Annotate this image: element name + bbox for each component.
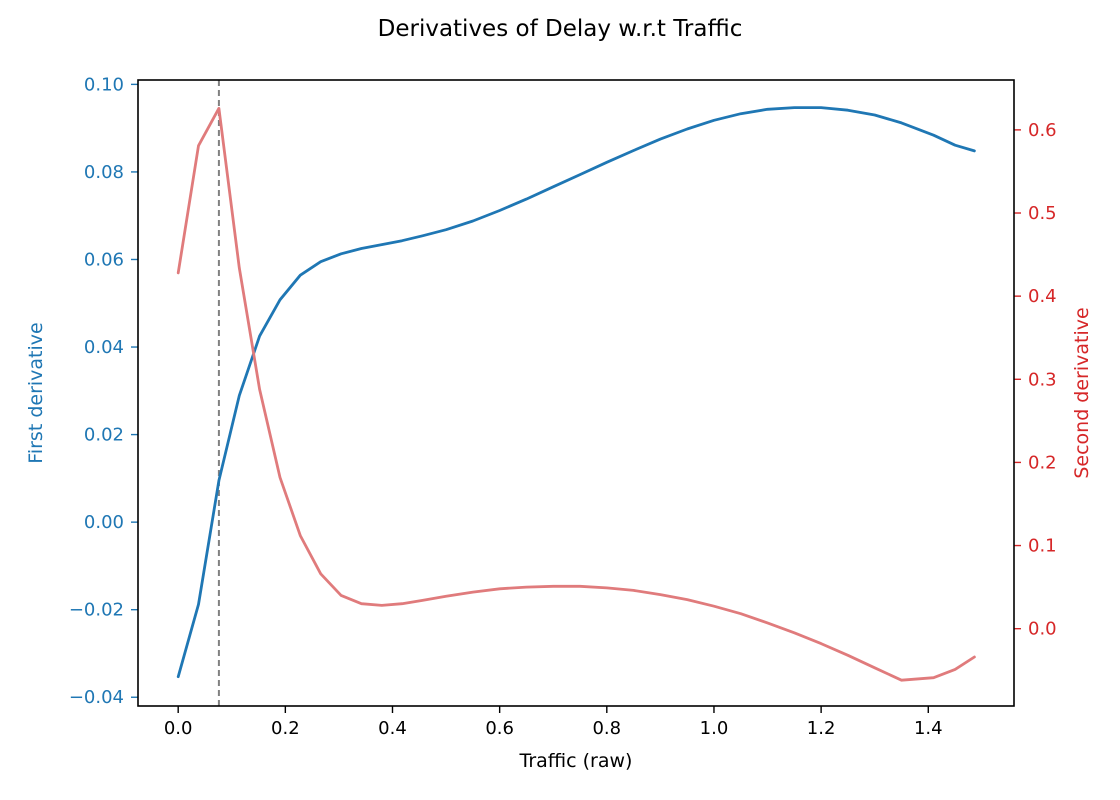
second-derivative-line (176, 106, 976, 682)
right-y-tick-label: 0.2 (1028, 452, 1057, 473)
x-tick-label: 0.0 (164, 718, 193, 739)
left-y-tick-label: −0.02 (69, 600, 124, 621)
right-axis-label: Second derivative (1071, 307, 1093, 478)
left-y-tick-label: 0.10 (84, 74, 124, 95)
left-y-tick-label: 0.06 (84, 249, 124, 270)
right-y-tick-label: 0.0 (1028, 619, 1057, 640)
left-y-tick-label: 0.04 (84, 337, 124, 358)
left-y-tick-label: 0.02 (84, 425, 124, 446)
right-y-tick-label: 0.6 (1028, 120, 1057, 141)
right-y-tick-label: 0.1 (1028, 536, 1057, 557)
first-derivative-line (176, 106, 976, 679)
x-tick-label: 0.8 (592, 718, 621, 739)
x-tick-label: 1.4 (914, 718, 943, 739)
x-tick-label: 1.2 (807, 718, 836, 739)
x-tick-label: 0.2 (271, 718, 300, 739)
right-y-tick-label: 0.4 (1028, 286, 1057, 307)
axis-ticks: 0.0 0.2 0.4 0.6 0.8 1.0 1.2 1.4 −0.04 −0.02 0.00 0.… (69, 74, 1057, 739)
right-y-tick-label: 0.3 (1028, 369, 1057, 390)
x-axis-label: Traffic (raw) (519, 750, 633, 772)
x-tick-label: 0.4 (378, 718, 407, 739)
x-tick-label: 0.6 (485, 718, 514, 739)
right-y-tick-label: 0.5 (1028, 203, 1057, 224)
left-y-tick-label: 0.00 (84, 512, 124, 533)
x-tick-label: 1.0 (700, 718, 729, 739)
chart-title: Derivatives of Delay w.r.t Traffic (378, 16, 743, 42)
left-y-tick-label: 0.08 (84, 162, 124, 183)
plot-area (176, 80, 976, 706)
left-y-tick-label: −0.04 (69, 687, 124, 708)
left-axis-label: First derivative (25, 322, 47, 463)
plot-frame (137, 79, 1015, 707)
